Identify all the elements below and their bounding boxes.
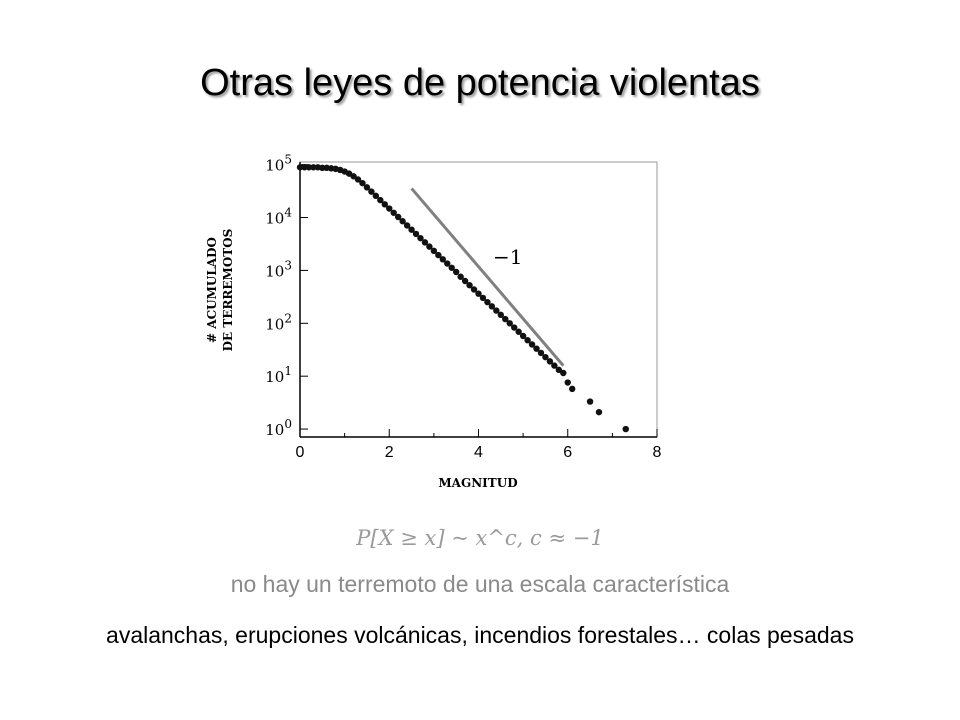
data-point xyxy=(502,315,509,323)
data-point xyxy=(394,213,402,221)
data-point xyxy=(466,282,473,289)
y-tick-label: 100 xyxy=(265,417,292,439)
data-point xyxy=(586,398,594,405)
heavy-tails-examples-text: avalanchas, erupciones volcánicas, incen… xyxy=(106,622,854,648)
data-point xyxy=(506,320,513,327)
data-point xyxy=(461,277,469,285)
data-point xyxy=(452,268,460,276)
data-point xyxy=(359,179,366,187)
y-tick-label: 105 xyxy=(265,153,292,175)
data-point xyxy=(484,298,491,306)
tick-labels: 0 2 4 6 8 100 101 102 103 104 105 xyxy=(265,153,661,461)
data-point xyxy=(417,234,424,242)
data-point xyxy=(493,307,500,314)
data-point xyxy=(305,164,313,171)
data-point xyxy=(372,192,380,200)
data-point xyxy=(319,164,326,172)
data-point xyxy=(421,239,429,246)
x-tick-label: 2 xyxy=(385,444,394,461)
no-characteristic-scale-text: no hay un terremoto de una escala caract… xyxy=(230,571,730,597)
data-point xyxy=(301,164,308,171)
data-point xyxy=(488,303,496,310)
reference-line xyxy=(410,187,565,367)
x-axis-label: MAGNITUD xyxy=(438,476,517,490)
data-point xyxy=(533,345,540,352)
data-point xyxy=(363,184,371,191)
data-point xyxy=(515,328,522,335)
data-point xyxy=(457,273,464,280)
data-point xyxy=(569,385,576,393)
data-point xyxy=(564,379,571,386)
data-point xyxy=(430,247,438,255)
reference-line-group xyxy=(410,187,565,367)
data-point xyxy=(399,218,406,225)
data-point xyxy=(310,164,317,171)
data-point xyxy=(555,366,563,374)
data-point xyxy=(537,349,545,357)
data-point xyxy=(354,176,362,183)
x-tick-label: 8 xyxy=(653,444,662,461)
data-point xyxy=(426,243,433,250)
data-points xyxy=(296,164,629,433)
y-axis-label-line2: DE TERREMOTOS xyxy=(221,229,235,352)
data-point xyxy=(497,311,505,319)
data-point xyxy=(475,290,482,297)
y-tick-label: 103 xyxy=(265,258,292,280)
data-point xyxy=(377,196,384,204)
data-point xyxy=(350,173,357,180)
data-point xyxy=(435,251,442,259)
earthquake-chart: 0 2 4 6 8 100 101 102 103 104 105 −1 MAGNITUD # AC… xyxy=(205,153,662,490)
data-point xyxy=(524,337,531,344)
data-point xyxy=(381,201,388,208)
data-point xyxy=(412,230,420,238)
data-point xyxy=(622,425,629,433)
y-tick-label: 104 xyxy=(265,206,292,228)
y-tick-label: 102 xyxy=(265,311,292,333)
y-axis-label-line1: # ACUMULADO xyxy=(205,237,219,343)
data-point xyxy=(560,369,567,377)
data-point xyxy=(386,205,393,212)
slide-title: Otras leyes de potencia violentas xyxy=(200,62,760,104)
x-tick-label: 4 xyxy=(474,444,483,461)
data-point xyxy=(296,164,304,171)
data-point xyxy=(519,332,527,340)
slope-annotation: −1 xyxy=(493,245,522,269)
data-point xyxy=(444,260,451,267)
data-point xyxy=(439,256,446,263)
data-point xyxy=(470,286,478,293)
data-point xyxy=(368,188,375,195)
data-point xyxy=(479,294,487,302)
chart-axes xyxy=(299,161,658,438)
data-point xyxy=(511,324,518,331)
data-point xyxy=(403,222,411,229)
data-point xyxy=(542,353,549,361)
data-point xyxy=(546,358,554,365)
data-point xyxy=(390,209,397,216)
data-point xyxy=(448,264,455,271)
x-tick-label: 0 xyxy=(296,444,305,461)
x-tick-label: 6 xyxy=(563,444,572,461)
data-point xyxy=(408,226,415,233)
power-law-formula: P[X ≥ x] ~ x^c, c ≈ −1 xyxy=(356,526,604,550)
y-tick-label: 101 xyxy=(265,364,292,386)
plot-frame xyxy=(299,161,658,438)
data-point xyxy=(528,341,536,348)
data-point xyxy=(551,362,558,369)
data-point xyxy=(595,408,603,416)
